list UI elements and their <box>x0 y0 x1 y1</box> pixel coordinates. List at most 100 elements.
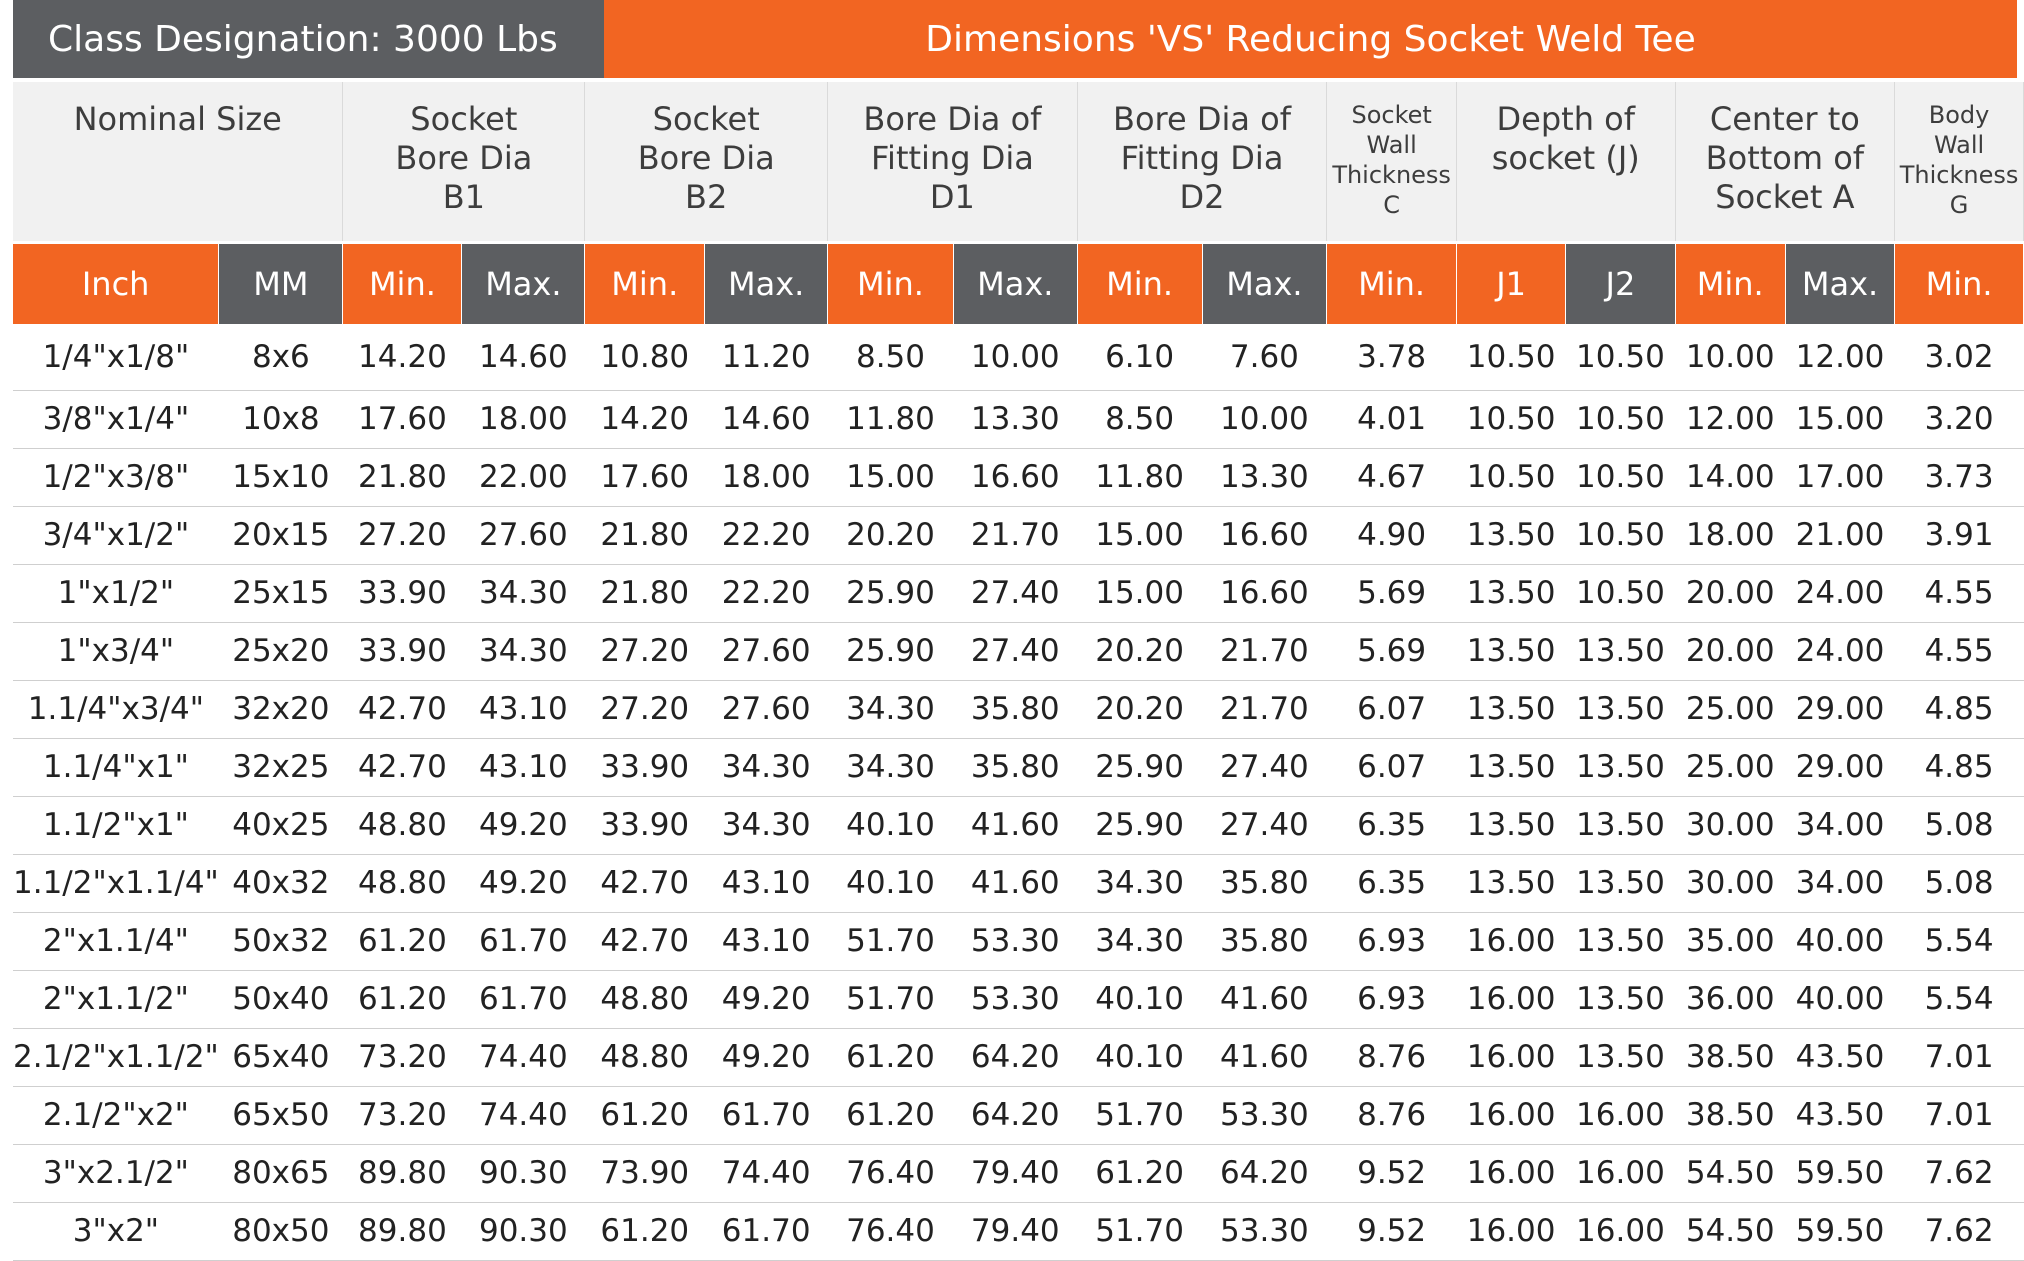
table-cell: 27.40 <box>953 564 1078 623</box>
table-cell: 90.30 <box>461 1144 585 1203</box>
table-cell: 1"x1/2" <box>13 564 219 623</box>
table-cell: 4.01 <box>1326 390 1457 449</box>
table-cell: 49.20 <box>461 796 585 855</box>
table-cell: 27.20 <box>584 622 705 681</box>
table-cell: 50x40 <box>218 970 343 1029</box>
subheader-row: Inch MM Min. Max. Min. Max. Min. Max. Min. Max. Mi… <box>13 242 2024 324</box>
table-cell: 34.30 <box>827 738 954 797</box>
table-cell: 34.00 <box>1785 796 1895 855</box>
table-cell: 10.50 <box>1565 390 1676 449</box>
table-cell: 35.80 <box>1202 912 1327 971</box>
table-cell: 53.30 <box>1202 1086 1327 1145</box>
table-cell: 53.30 <box>953 970 1078 1029</box>
table-cell: 8.76 <box>1326 1028 1457 1087</box>
table-cell: 20x15 <box>218 506 343 565</box>
table-row: 1.1/4"x1" 32x25 42.70 43.10 33.90 34.30 34.30 3… <box>13 738 2024 797</box>
class-designation-title: Class Designation: 3000 Lbs <box>13 0 604 78</box>
table-cell: 49.20 <box>704 970 828 1029</box>
table-cell: 4.67 <box>1326 448 1457 507</box>
group-header-label: Socket Bore Dia B2 <box>637 100 775 216</box>
table-cell: 34.30 <box>461 564 585 623</box>
table-cell: 9.52 <box>1326 1202 1457 1261</box>
table-cell: 76.40 <box>827 1202 954 1261</box>
table-cell: 13.30 <box>953 390 1078 449</box>
table-cell: 6.93 <box>1326 970 1457 1029</box>
table-cell: 64.20 <box>1202 1144 1327 1203</box>
table-cell: 4.55 <box>1894 564 2024 623</box>
table-cell: 13.30 <box>1202 448 1327 507</box>
table-cell: 34.00 <box>1785 854 1895 913</box>
table-cell: 40.00 <box>1785 912 1895 971</box>
table-row: 2.1/2"x2" 65x50 73.20 74.40 61.20 61.70 61.20 6… <box>13 1086 2024 1145</box>
table-cell: 51.70 <box>1077 1202 1202 1261</box>
table-cell: 9.52 <box>1326 1144 1457 1203</box>
table-cell: 11.20 <box>704 324 828 391</box>
table-row: 1"x3/4" 25x20 33.90 34.30 27.20 27.60 25.90 27.… <box>13 622 2024 681</box>
subheader-cell: Max. <box>1785 242 1896 324</box>
table-cell: 25.00 <box>1675 680 1786 739</box>
table-cell: 10x8 <box>218 390 343 449</box>
table-cell: 51.70 <box>827 912 954 971</box>
table-cell: 1"x3/4" <box>13 622 219 681</box>
table-cell: 73.20 <box>342 1028 462 1087</box>
table-cell: 40.10 <box>1077 1028 1202 1087</box>
table-cell: 10.00 <box>1675 324 1786 391</box>
table-cell: 13.50 <box>1456 796 1566 855</box>
table-cell: 61.20 <box>342 970 462 1029</box>
table-cell: 22.00 <box>461 448 585 507</box>
table-cell: 22.20 <box>704 564 828 623</box>
table-cell: 74.40 <box>461 1028 585 1087</box>
table-cell: 10.50 <box>1565 448 1676 507</box>
table-cell: 6.07 <box>1326 738 1457 797</box>
group-header-label: Socket Wall Thickness C <box>1332 101 1451 219</box>
table-cell: 6.07 <box>1326 680 1457 739</box>
group-header: Depth of socket (J) <box>1456 82 1676 244</box>
group-header-row: Nominal Size Socket Bore Dia B1 Socket Bor… <box>13 82 2024 244</box>
table-cell: 51.70 <box>1077 1086 1202 1145</box>
table-cell: 10.80 <box>584 324 705 391</box>
table-cell: 74.40 <box>704 1144 828 1203</box>
group-header: Body Wall Thickness G <box>1894 82 2024 244</box>
subheader-cell: Max. <box>953 242 1078 324</box>
table-cell: 15.00 <box>827 448 954 507</box>
table-cell: 54.50 <box>1675 1144 1786 1203</box>
table-cell: 16.60 <box>953 448 1078 507</box>
table-row: 1/2"x3/8" 15x10 21.80 22.00 17.60 18.00 15.00 1… <box>13 448 2024 507</box>
table-cell: 76.40 <box>827 1144 954 1203</box>
group-header-label: Center to Bottom of Socket A <box>1705 100 1865 216</box>
table-row: 1.1/2"x1.1/4" 40x32 48.80 49.20 42.70 43.10 40… <box>13 854 2024 913</box>
subheader-cell: Min. <box>1326 242 1457 324</box>
table-cell: 43.10 <box>461 738 585 797</box>
group-header: Socket Wall Thickness C <box>1326 82 1457 244</box>
table-cell: 25.90 <box>1077 738 1202 797</box>
table-cell: 34.30 <box>704 738 828 797</box>
table-cell: 25x20 <box>218 622 343 681</box>
table-cell: 80x50 <box>218 1202 343 1261</box>
group-header-label: Bore Dia of Fitting Dia D1 <box>863 100 1042 216</box>
table-cell: 7.62 <box>1894 1202 2024 1261</box>
table-cell: 36.00 <box>1675 970 1786 1029</box>
table-row: 1.1/2"x1" 40x25 48.80 49.20 33.90 34.30 40.10 4… <box>13 796 2024 855</box>
table-cell: 20.00 <box>1675 622 1786 681</box>
table-cell: 15.00 <box>1077 506 1202 565</box>
table-cell: 41.60 <box>953 854 1078 913</box>
table-cell: 21.80 <box>584 564 705 623</box>
table-cell: 43.10 <box>704 912 828 971</box>
table-cell: 50x32 <box>218 912 343 971</box>
table-cell: 61.70 <box>704 1086 828 1145</box>
table-body: 1/4"x1/8" 8x6 14.20 14.60 10.80 11.20 8.50 10.0… <box>13 324 2024 1261</box>
table-cell: 14.60 <box>704 390 828 449</box>
table-cell: 25.90 <box>827 564 954 623</box>
table-cell: 4.90 <box>1326 506 1457 565</box>
table-cell: 14.20 <box>584 390 705 449</box>
table-cell: 20.20 <box>1077 680 1202 739</box>
table-cell: 43.50 <box>1785 1028 1895 1087</box>
table-cell: 8.76 <box>1326 1086 1457 1145</box>
group-header: Bore Dia of Fitting Dia D2 <box>1077 82 1328 244</box>
table-cell: 18.00 <box>461 390 585 449</box>
table-cell: 20.20 <box>1077 622 1202 681</box>
table-cell: 10.00 <box>953 324 1078 391</box>
table-row: 1.1/4"x3/4" 32x20 42.70 43.10 27.20 27.60 34.3… <box>13 680 2024 739</box>
table-cell: 18.00 <box>704 448 828 507</box>
table-cell: 16.00 <box>1565 1144 1676 1203</box>
